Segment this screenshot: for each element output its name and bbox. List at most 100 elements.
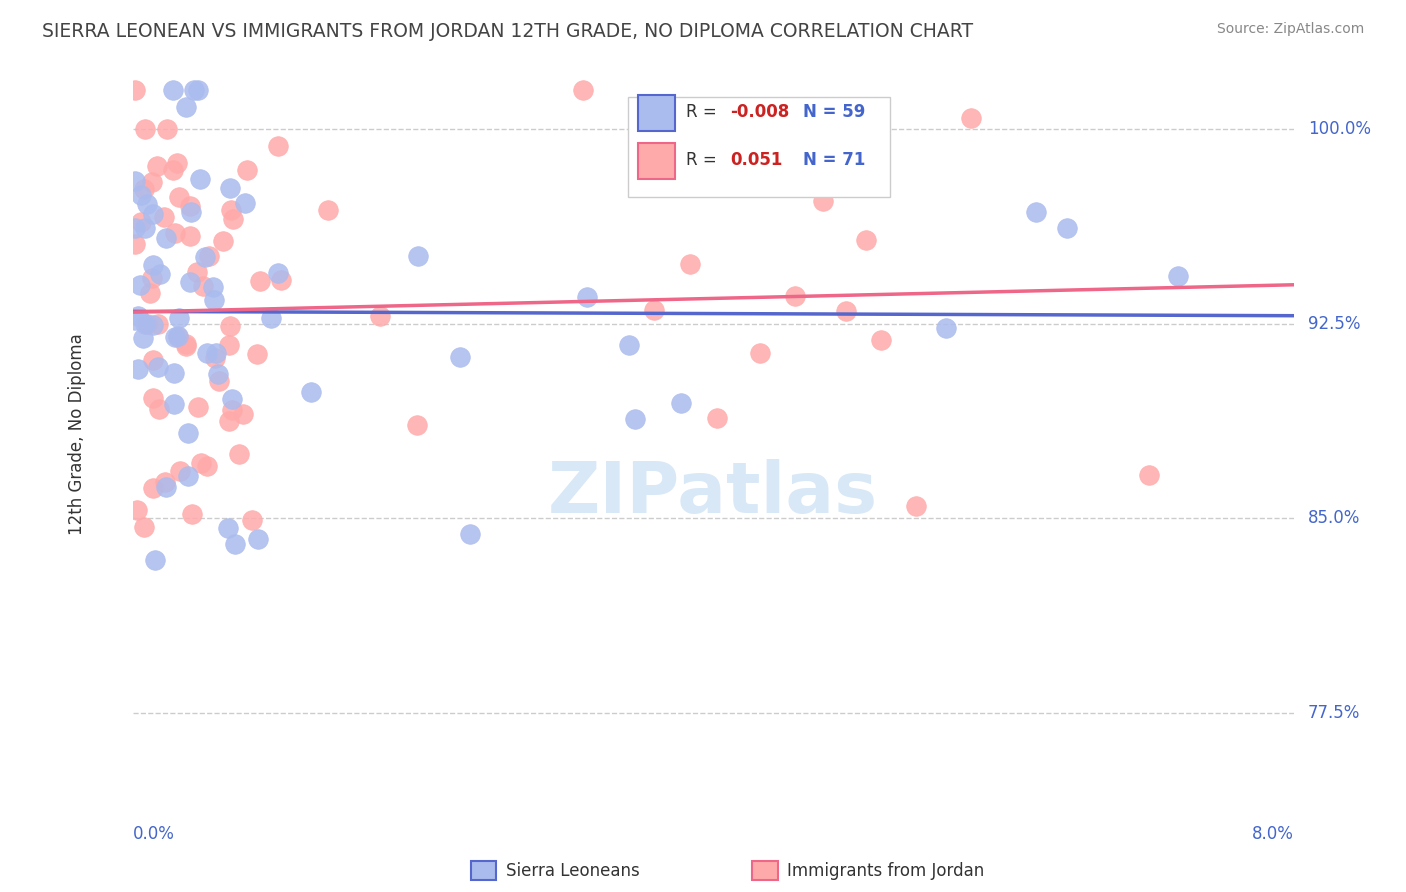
Point	[142, 258, 165, 272]
Point	[1056, 221, 1078, 235]
Point	[127, 503, 149, 517]
Point	[134, 121, 156, 136]
Point	[142, 318, 165, 332]
Point	[202, 293, 225, 308]
Point	[198, 249, 221, 263]
Point	[217, 520, 239, 534]
Point	[218, 338, 240, 352]
Point	[155, 231, 177, 245]
Point	[191, 279, 214, 293]
Point	[134, 317, 156, 331]
Text: R =: R =	[686, 103, 723, 121]
Point	[785, 289, 807, 303]
Point	[148, 401, 170, 416]
Point	[132, 520, 155, 534]
Point	[152, 210, 174, 224]
Point	[167, 190, 190, 204]
Point	[135, 318, 157, 332]
Point	[204, 346, 226, 360]
Point	[141, 271, 163, 285]
Point	[167, 310, 190, 325]
Point	[960, 111, 983, 125]
Point	[207, 367, 229, 381]
Point	[201, 280, 224, 294]
Text: 0.051: 0.051	[731, 152, 783, 169]
Point	[316, 203, 339, 218]
Point	[679, 257, 702, 271]
Text: Source: ZipAtlas.com: Source: ZipAtlas.com	[1216, 22, 1364, 37]
Point	[406, 417, 429, 432]
Point	[163, 366, 186, 380]
Point	[194, 250, 217, 264]
Point	[299, 385, 322, 400]
Point	[141, 175, 163, 189]
Text: 12th Grade, No Diploma: 12th Grade, No Diploma	[67, 334, 86, 535]
Point	[124, 313, 146, 327]
Point	[187, 401, 209, 415]
Point	[855, 233, 877, 247]
Point	[246, 532, 269, 546]
Point	[235, 163, 257, 178]
Point	[136, 196, 159, 211]
Point	[129, 215, 152, 229]
Point	[218, 414, 240, 428]
Text: Immigrants from Jordan: Immigrants from Jordan	[787, 862, 984, 880]
Point	[219, 318, 242, 333]
Point	[240, 513, 263, 527]
Point	[179, 198, 201, 212]
Point	[124, 237, 146, 252]
Point	[643, 303, 665, 318]
Point	[180, 205, 202, 219]
Text: 0.0%: 0.0%	[132, 825, 174, 843]
Point	[270, 272, 292, 286]
Point	[218, 181, 240, 195]
Point	[166, 329, 188, 343]
Point	[228, 447, 250, 461]
Point	[169, 464, 191, 478]
Text: 77.5%: 77.5%	[1308, 704, 1360, 723]
Point	[671, 395, 693, 409]
Point	[617, 338, 640, 352]
Point	[174, 336, 197, 351]
Point	[139, 286, 162, 301]
Text: N = 71: N = 71	[803, 152, 865, 169]
Point	[162, 162, 184, 177]
Point	[142, 207, 165, 221]
Point	[449, 351, 471, 365]
Point	[904, 500, 927, 514]
Point	[204, 351, 226, 365]
FancyBboxPatch shape	[638, 95, 675, 130]
Point	[124, 221, 146, 235]
FancyBboxPatch shape	[628, 97, 890, 197]
Point	[142, 391, 165, 405]
Point	[235, 196, 257, 211]
Text: 92.5%: 92.5%	[1308, 315, 1360, 333]
Point	[740, 103, 762, 117]
Point	[260, 311, 283, 326]
Point	[141, 352, 163, 367]
Point	[406, 249, 429, 263]
Point	[155, 475, 177, 489]
Point	[224, 537, 246, 551]
Text: ZIPatlas: ZIPatlas	[548, 458, 879, 528]
Point	[142, 481, 165, 495]
Point	[190, 456, 212, 470]
Point	[266, 267, 288, 281]
Point	[165, 226, 187, 240]
Point	[149, 267, 172, 281]
Point	[222, 211, 245, 226]
Point	[188, 171, 211, 186]
Text: -0.008: -0.008	[731, 103, 790, 121]
Point	[195, 346, 218, 360]
Point	[1025, 204, 1047, 219]
Point	[221, 403, 243, 417]
Point	[266, 138, 288, 153]
Point	[143, 553, 166, 567]
Point	[167, 329, 190, 343]
Point	[124, 83, 146, 97]
Point	[246, 347, 269, 361]
Point	[179, 275, 201, 289]
Point	[134, 220, 156, 235]
Point	[706, 411, 728, 425]
Text: N = 59: N = 59	[803, 103, 865, 121]
